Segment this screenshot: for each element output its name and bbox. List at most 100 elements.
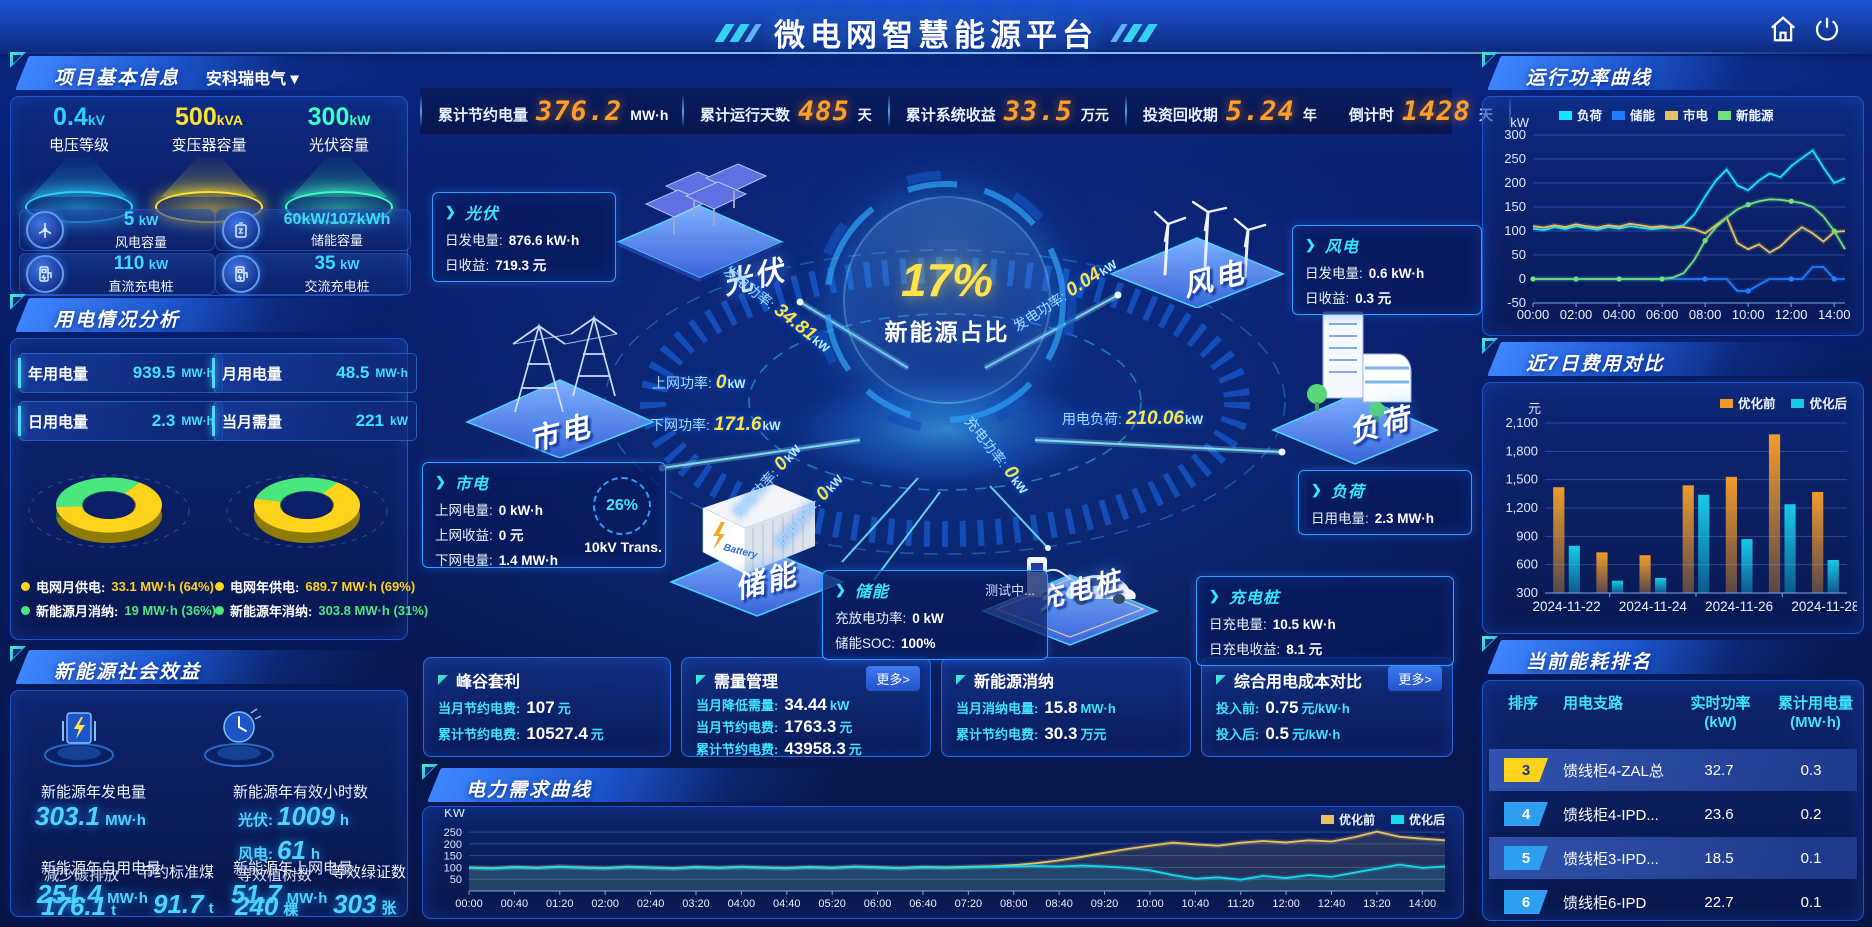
cone-value: 500 xyxy=(175,103,217,131)
svg-text:KW: KW xyxy=(444,809,466,820)
panel-demand-curve: 电力需求曲线 50 100 150 200 250 KW 00:00 00:40 01:20 02… xyxy=(420,764,1464,919)
box-title: 需量管理 xyxy=(696,668,916,692)
wind-node xyxy=(1105,184,1290,309)
stat-value: 2.3 xyxy=(151,411,176,430)
energy-value: 0.2 xyxy=(1800,805,1822,823)
svg-text:07:20: 07:20 xyxy=(955,898,983,910)
stat-label: 月用电量 xyxy=(222,365,283,383)
year-energy-donut xyxy=(217,447,397,573)
legend-label: 新能源年消纳: xyxy=(230,604,313,619)
legend-value: 33.1 MW·h (64%) xyxy=(111,579,214,594)
cone-unit: kW xyxy=(349,112,371,128)
power-value: 32.7 xyxy=(1704,761,1734,779)
box-title: 市电 xyxy=(454,476,489,493)
benefit-self-label: 新能源年自用电量 xyxy=(41,860,162,877)
cone-beam xyxy=(291,157,387,197)
voltage-level-indicator: 0.4kV 电压等级 xyxy=(15,103,143,223)
box-title: 峰谷套利 xyxy=(438,668,656,692)
demand-legend: 优化前 优化后 xyxy=(1320,811,1445,828)
value: 91.7 xyxy=(153,889,204,917)
unit: 张 xyxy=(381,900,397,917)
svg-text:02:40: 02:40 xyxy=(637,898,665,910)
rank-badge: 4 xyxy=(1504,802,1548,826)
energy-value: 0.1 xyxy=(1800,893,1822,911)
svg-text:14:00: 14:00 xyxy=(1409,898,1437,910)
svg-text:50: 50 xyxy=(450,874,462,886)
more-button[interactable]: 更多> xyxy=(1388,666,1442,691)
svg-text:100: 100 xyxy=(1504,223,1526,238)
card-value: 5 xyxy=(123,209,135,230)
power-svg: -50 0 50 100 150 200 250 300kW 00:00 02:00 04:00 06… xyxy=(1504,115,1850,322)
demand-management-box: 需量管理 更多> 当月降低需量: 34.44 kW 当月节约电费: 1763.3 元 累… xyxy=(681,657,931,758)
card-unit: kW xyxy=(138,213,159,228)
row-key: 日发电量: xyxy=(1305,266,1363,281)
energy-value: 0.1 xyxy=(1800,849,1822,867)
svg-text:06:40: 06:40 xyxy=(909,898,937,910)
branch-name: 馈线柜4-IPD... xyxy=(1563,806,1659,824)
row-value: 0.6 kW·h xyxy=(1368,266,1425,281)
svg-text:12:00: 12:00 xyxy=(1775,307,1808,322)
rank-row-2[interactable]: 4 馈线柜4-IPD... 23.6 0.2 xyxy=(1489,793,1857,835)
value: 51.7 xyxy=(231,879,282,909)
page-title: 微电网智慧能源平台 xyxy=(774,18,1098,53)
row-value: 0.3 元 xyxy=(1355,291,1392,306)
home-icon[interactable] xyxy=(1768,14,1798,44)
month-energy-donut xyxy=(19,447,199,573)
cone-unit: kVA xyxy=(216,112,243,128)
kpi-label: 倒计时 xyxy=(1348,106,1394,124)
svg-text:600: 600 xyxy=(1516,557,1538,572)
svg-text:250: 250 xyxy=(1504,151,1526,166)
svg-text:300: 300 xyxy=(1504,127,1526,142)
row-key: 日收益: xyxy=(445,258,490,273)
svg-text:2024-11-24: 2024-11-24 xyxy=(1619,599,1688,614)
rank-row-1[interactable]: 3 馈线柜4-ZAL总 32.7 0.3 xyxy=(1489,749,1857,791)
cone-unit: kV xyxy=(87,112,105,128)
unit: MW·h xyxy=(286,890,328,907)
renewable-consumption-box: 新能源消纳 当月消纳电量: 15.8 MW·h 累计节约电费: 30.3 万元 xyxy=(941,657,1191,757)
pv-capacity-indicator: 300kW 光伏容量 xyxy=(275,103,403,223)
legend-item: 优化后 xyxy=(1791,393,1847,412)
panel-title: 运行功率曲线 xyxy=(1526,68,1653,89)
kpi-label: 投资回收期 xyxy=(1142,106,1218,124)
rank-row-4[interactable]: 6 馈线柜6-IPD 22.7 0.1 xyxy=(1489,881,1857,920)
rank-badge: 6 xyxy=(1504,890,1548,914)
legend-item: 储能 xyxy=(1612,105,1655,124)
svg-text:04:00: 04:00 xyxy=(728,898,756,910)
svg-text:10:00: 10:00 xyxy=(1732,307,1765,322)
company-selector[interactable]: 安科瑞电气 ▾ xyxy=(206,65,299,89)
row-key: 日收益: xyxy=(1305,291,1350,306)
panel-cost-body: 300 600 900 1,200 1,500 1,800 2,100 元 2024-11-22… xyxy=(1482,382,1864,634)
solar-panels-icon xyxy=(616,163,784,282)
hours-clock-icon xyxy=(204,708,274,767)
panel-usage-analysis: 用电情况分析 年用电量 939.5 MW·h 月用电量 48.5 MW·h 日用电量 2.… xyxy=(8,294,428,644)
title-decor-right-icon xyxy=(1110,23,1158,42)
title-decor-left-icon xyxy=(714,23,762,42)
stat-value: 221 xyxy=(355,411,384,430)
branch-name: 馈线柜3-IPD... xyxy=(1563,850,1659,868)
col-branch: 用电支路 xyxy=(1563,695,1624,712)
svg-text:1,800: 1,800 xyxy=(1505,443,1538,458)
benefit-pv-hours: 光伏: 1009 h xyxy=(233,801,349,832)
svg-text:01:20: 01:20 xyxy=(546,898,574,910)
day-usage-stat: 日用电量 2.3 MW·h xyxy=(18,401,223,441)
kpi-value: 1428 xyxy=(1401,95,1471,127)
svg-text:02:00: 02:00 xyxy=(1560,307,1593,322)
more-button[interactable]: 更多> xyxy=(866,666,920,691)
benefit-trees-value: 240 棵 xyxy=(235,891,298,916)
transformer-label: 10kV Trans. xyxy=(584,539,662,555)
power-icon[interactable] xyxy=(1812,14,1842,44)
rank-row-3[interactable]: 5 馈线柜3-IPD... 18.5 0.1 xyxy=(1489,837,1857,879)
legend-item: 新能源 xyxy=(1718,105,1774,124)
power-value: 18.5 xyxy=(1704,849,1734,867)
stat-label: 日用电量 xyxy=(28,413,89,431)
microgrid-diagram: 17% 新能源占比 xyxy=(420,134,1482,666)
stat-value: 48.5 xyxy=(336,363,370,382)
kpi-value: 485 xyxy=(798,95,850,127)
ac-charger-card: 35 kW 交流充电桩 xyxy=(215,253,411,295)
svg-text:08:00: 08:00 xyxy=(1000,898,1028,910)
stat-unit: MW·h xyxy=(181,414,214,428)
flow-grid-import: 下网功率: 171.6kW xyxy=(650,414,781,435)
